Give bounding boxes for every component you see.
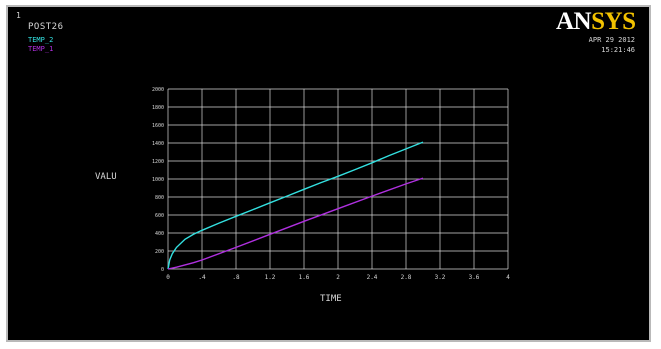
- y-tick-label: 1600: [152, 123, 164, 129]
- line-chart: 0 .4 .8 1.2 1.6 2 2.4 2.8 3.2 3.6 4 0 200 400 600 800 10…: [152, 87, 510, 281]
- y-tick-label: 2000: [152, 87, 164, 93]
- y-tick-label: 1200: [152, 159, 164, 165]
- x-axis-label: TIME: [320, 294, 342, 304]
- series-line-temp-1: [167, 177, 424, 270]
- y-tick-label: 800: [155, 195, 164, 201]
- y-tick-label: 1800: [152, 105, 164, 111]
- x-tick-label: 2: [336, 274, 340, 281]
- legend-entry: TEMP_1: [28, 45, 54, 53]
- logo-accent-text: SYS: [591, 8, 636, 35]
- x-tick-label: 2.4: [367, 274, 378, 281]
- postprocessor-label: POST26: [28, 22, 64, 32]
- y-tick-label: 600: [155, 213, 164, 219]
- x-tick-label: 1.2: [265, 274, 276, 281]
- x-tick-label: 3.2: [435, 274, 446, 281]
- y-tick-label: 200: [155, 249, 164, 255]
- tick-label-layer: 0 .4 .8 1.2 1.6 2 2.4 2.8 3.2 3.6 4 0 200 400 600 800 10…: [152, 87, 510, 281]
- x-tick-label: .4: [198, 274, 206, 281]
- x-tick-label: 0: [166, 274, 170, 281]
- y-tick-label: 1400: [152, 141, 164, 147]
- ansys-logo: ANSYS: [556, 8, 636, 35]
- time-stamp: 15:21:46: [601, 46, 635, 54]
- x-tick-label: 1.6: [299, 274, 310, 281]
- legend-entry: TEMP_2: [28, 36, 54, 44]
- graphics-window: 1 POST26 TEMP_2 TEMP_1 ANSYS APR 29 2012 …: [6, 5, 651, 342]
- date-stamp: APR 29 2012: [588, 36, 635, 44]
- series-line-temp-2: [167, 141, 424, 270]
- y-axis-label: VALU: [95, 172, 117, 182]
- series-legend: TEMP_2 TEMP_1: [28, 36, 53, 54]
- series-layer: [167, 141, 424, 270]
- x-tick-label: 2.8: [401, 274, 412, 281]
- window-number: 1: [16, 11, 21, 20]
- x-tick-label: .8: [232, 274, 240, 281]
- x-tick-label: 3.6: [469, 274, 480, 281]
- y-tick-label: 400: [155, 231, 164, 237]
- x-tick-label: 4: [506, 274, 510, 281]
- logo-main-text: AN: [556, 8, 592, 35]
- grid-layer: [167, 88, 509, 270]
- y-tick-label: 1000: [152, 177, 164, 183]
- y-tick-label: 0: [161, 267, 164, 273]
